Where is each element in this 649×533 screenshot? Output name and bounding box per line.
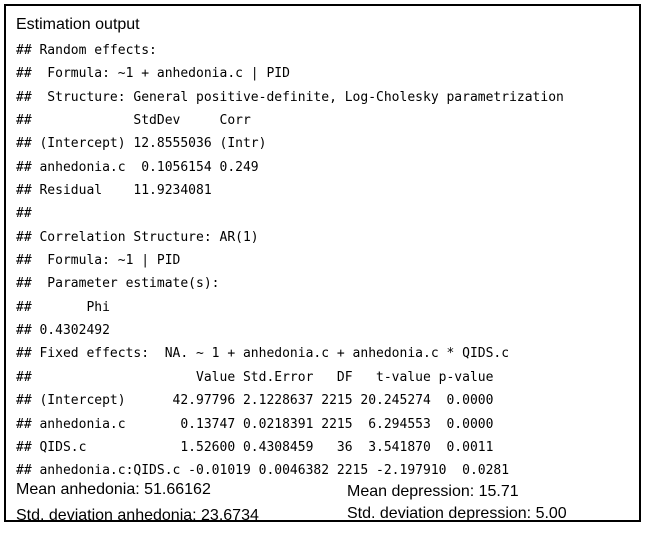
output-line: ## Value Std.Error DF t-value p-value [16, 369, 494, 385]
output-line: ## Structure: General positive-definite,… [16, 89, 564, 105]
output-line: ## Residual 11.9234081 [16, 183, 212, 199]
output-title: Estimation output [16, 16, 140, 33]
output-line: ## 0.4302492 [16, 323, 110, 339]
mean-anhedonia-label: Mean anhedonia: 51.66162 [16, 481, 211, 498]
output-line: ## (Intercept) 12.8555036 (Intr) [16, 136, 267, 152]
mean-depression-label: Mean depression: 15.71 [347, 483, 519, 500]
output-line: ## anhedonia.c 0.1056154 0.249 [16, 159, 259, 175]
output-line: ## Correlation Structure: AR(1) [16, 229, 259, 245]
output-line: ## anhedonia.c 0.13747 0.0218391 2215 6.… [16, 416, 494, 432]
r-output-block: ## Random effects: ## Formula: ~1 + anhe… [16, 39, 564, 483]
sd-anhedonia-label: Std. deviation anhedonia: 23.6734 [16, 507, 259, 524]
output-line: ## Formula: ~1 | PID [16, 253, 181, 269]
output-line: ## anhedonia.c:QIDS.c -0.01019 0.0046382… [16, 463, 510, 479]
output-frame: Estimation output ## Random effects: ## … [4, 4, 641, 524]
output-line: ## StdDev Corr [16, 113, 251, 129]
output-line: ## Formula: ~1 + anhedonia.c | PID [16, 66, 290, 82]
output-line: ## QIDS.c 1.52600 0.4308459 36 3.541870 … [16, 439, 494, 455]
output-line: ## (Intercept) 42.97796 2.1228637 2215 2… [16, 393, 494, 409]
output-line: ## Fixed effects: NA. ~ 1 + anhedonia.c … [16, 346, 510, 362]
output-line: ## Parameter estimate(s): [16, 276, 220, 292]
sd-depression-label: Std. deviation depression: 5.00 [347, 505, 567, 522]
output-line: ## [16, 206, 32, 222]
output-line: ## Phi [16, 299, 110, 315]
output-line: ## Random effects: [16, 43, 157, 58]
